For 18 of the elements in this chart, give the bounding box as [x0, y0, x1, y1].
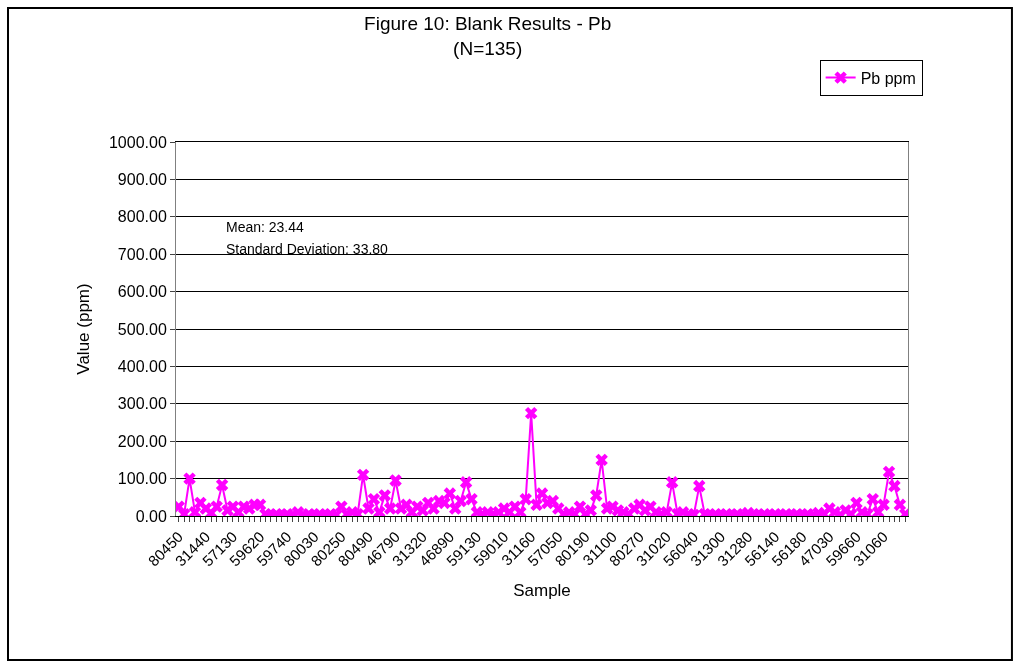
y-tick-label: 100.00 — [117, 470, 167, 488]
y-tick-label: 400.00 — [117, 358, 167, 375]
y-tick-label: 200.00 — [117, 432, 167, 450]
chart-title: Figure 10: Blank Results - Pb — [364, 12, 612, 34]
chart-subtitle: (N=135) — [453, 37, 523, 59]
annotation: Standard Deviation: 33.80 — [226, 241, 389, 257]
y-tick-label: 700.00 — [117, 245, 167, 263]
legend-label: Pb ppm — [860, 69, 916, 87]
y-tick-label: 900.00 — [117, 171, 167, 188]
y-tick-label: 0.00 — [135, 507, 167, 525]
y-tick-label: 1000.00 — [108, 133, 167, 151]
y-tick-label: 500.00 — [117, 320, 167, 338]
y-tick-label: 600.00 — [117, 283, 167, 301]
x-axis-title: Sample — [513, 580, 571, 600]
y-tick-label: 300.00 — [117, 395, 167, 413]
annotation: Mean: 23.44 — [226, 219, 305, 235]
y-axis-title: Value (ppm) — [73, 283, 93, 375]
y-tick-label: 800.00 — [117, 208, 167, 226]
